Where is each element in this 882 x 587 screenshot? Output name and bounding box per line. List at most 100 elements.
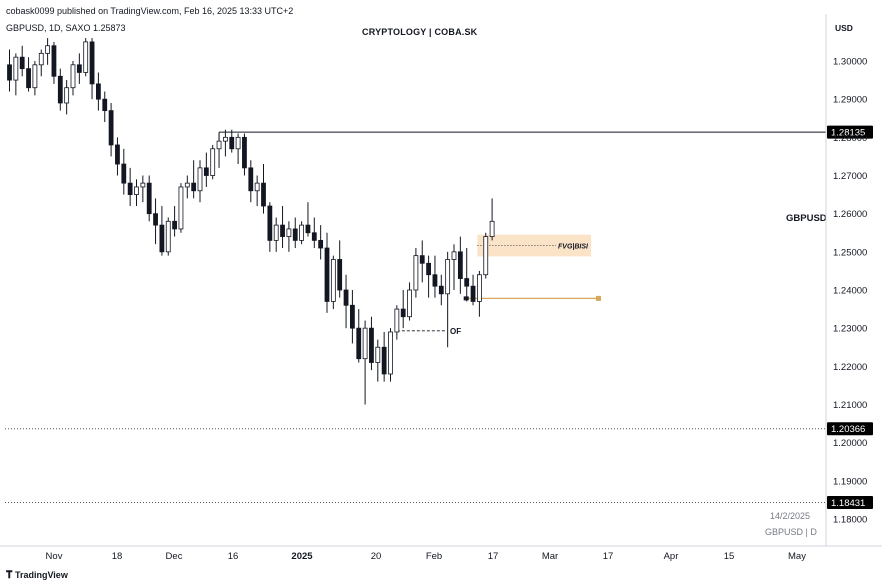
date-note: 14/2/2025 [770, 511, 811, 521]
price-label-box [827, 125, 873, 139]
candle [115, 137, 120, 176]
tradingview-logo-icon: 𝐓 [6, 570, 13, 581]
x-tick-label: 16 [228, 551, 239, 562]
candle [375, 339, 381, 382]
candle-body [381, 346, 387, 375]
candle-body [292, 228, 298, 241]
candle-body [476, 274, 482, 302]
candle [311, 217, 317, 249]
candle-body [457, 251, 463, 279]
fvg-zone [477, 234, 591, 257]
candle-body [76, 64, 82, 73]
candle [32, 61, 38, 96]
x-axis: Nov 18 Dec 16 2025 20 Feb 17 Mar 17 Apr 15 May [0, 545, 882, 562]
price-label-text: 1.18431 [831, 498, 865, 509]
candle [70, 61, 76, 96]
y-tick-label: 1.29000 [833, 95, 867, 106]
price-label-text: 1.28135 [831, 128, 865, 139]
chart-watermark: CRYPTOLOGY | COBA.SK [362, 27, 478, 37]
candle [203, 152, 209, 187]
candle [489, 198, 495, 241]
candle-body [242, 136, 247, 169]
candle [280, 206, 285, 249]
candle-body [89, 41, 95, 85]
candle [83, 38, 89, 77]
candle-body [140, 182, 146, 188]
candle-body [311, 232, 317, 241]
x-tick-label: Dec [166, 551, 183, 562]
candle-body [426, 262, 432, 276]
candle-body [19, 56, 25, 70]
x-tick-label: 15 [724, 551, 735, 562]
candle [273, 217, 279, 252]
candle [438, 274, 444, 306]
price-label-box [827, 422, 873, 436]
candle [165, 217, 171, 256]
candle-body [483, 236, 489, 276]
candle [57, 68, 63, 111]
candle [102, 91, 108, 123]
candle [7, 49, 12, 92]
candle [96, 72, 101, 111]
x-tick-label: 17 [488, 551, 499, 562]
candle-body [7, 64, 12, 81]
candle-body [172, 220, 178, 230]
candle-body [191, 182, 197, 192]
y-tick-label: 1.22000 [833, 362, 867, 373]
candle [172, 206, 178, 237]
candle [394, 305, 400, 340]
candle-body [222, 136, 228, 142]
candle-body [216, 140, 222, 150]
candle [330, 255, 336, 310]
y-tick-label: 1.23000 [833, 324, 867, 335]
candle [235, 133, 241, 165]
candle [457, 236, 463, 294]
candle [216, 133, 222, 168]
candle-body [356, 327, 362, 360]
candle-body [362, 327, 368, 360]
candle [369, 316, 374, 371]
x-tick-label: Apr [664, 551, 679, 562]
candle [210, 144, 216, 180]
y-tick-label: 1.27000 [833, 171, 867, 182]
candle [89, 38, 95, 100]
candle-body [210, 148, 216, 176]
candle [184, 175, 190, 199]
candle-body [96, 83, 101, 100]
candle-body [121, 163, 127, 184]
candle [38, 49, 44, 77]
candle-body [197, 167, 203, 192]
candle-body [13, 56, 19, 81]
candle-body [261, 182, 266, 207]
candle-body [470, 285, 476, 302]
candle [470, 274, 476, 306]
candles [7, 38, 495, 405]
candle-body [102, 98, 108, 112]
x-tick-label: 18 [112, 551, 123, 562]
candle-body [203, 167, 209, 176]
candle-body [70, 64, 76, 89]
x-tick-label: May [788, 551, 806, 562]
candle-body [83, 41, 89, 73]
y-tick-label: 1.24000 [833, 286, 867, 297]
candle-body [280, 224, 285, 237]
candle [356, 309, 362, 363]
candle-body [375, 346, 381, 363]
of-label: OF [450, 327, 461, 336]
candle [229, 129, 235, 153]
candle [476, 270, 482, 317]
candle [400, 290, 406, 329]
candle [146, 175, 152, 222]
candle-body [248, 167, 254, 192]
candle [134, 179, 139, 207]
candle-body [64, 87, 70, 104]
candle [261, 164, 266, 214]
y-tick-label: 1.30000 [833, 57, 867, 68]
candle-body [235, 136, 241, 150]
candle [26, 57, 31, 92]
candle-body [286, 228, 292, 237]
candle-body [51, 45, 57, 77]
candle-body [178, 186, 184, 230]
symbol-note: GBPUSD | D [765, 527, 817, 537]
